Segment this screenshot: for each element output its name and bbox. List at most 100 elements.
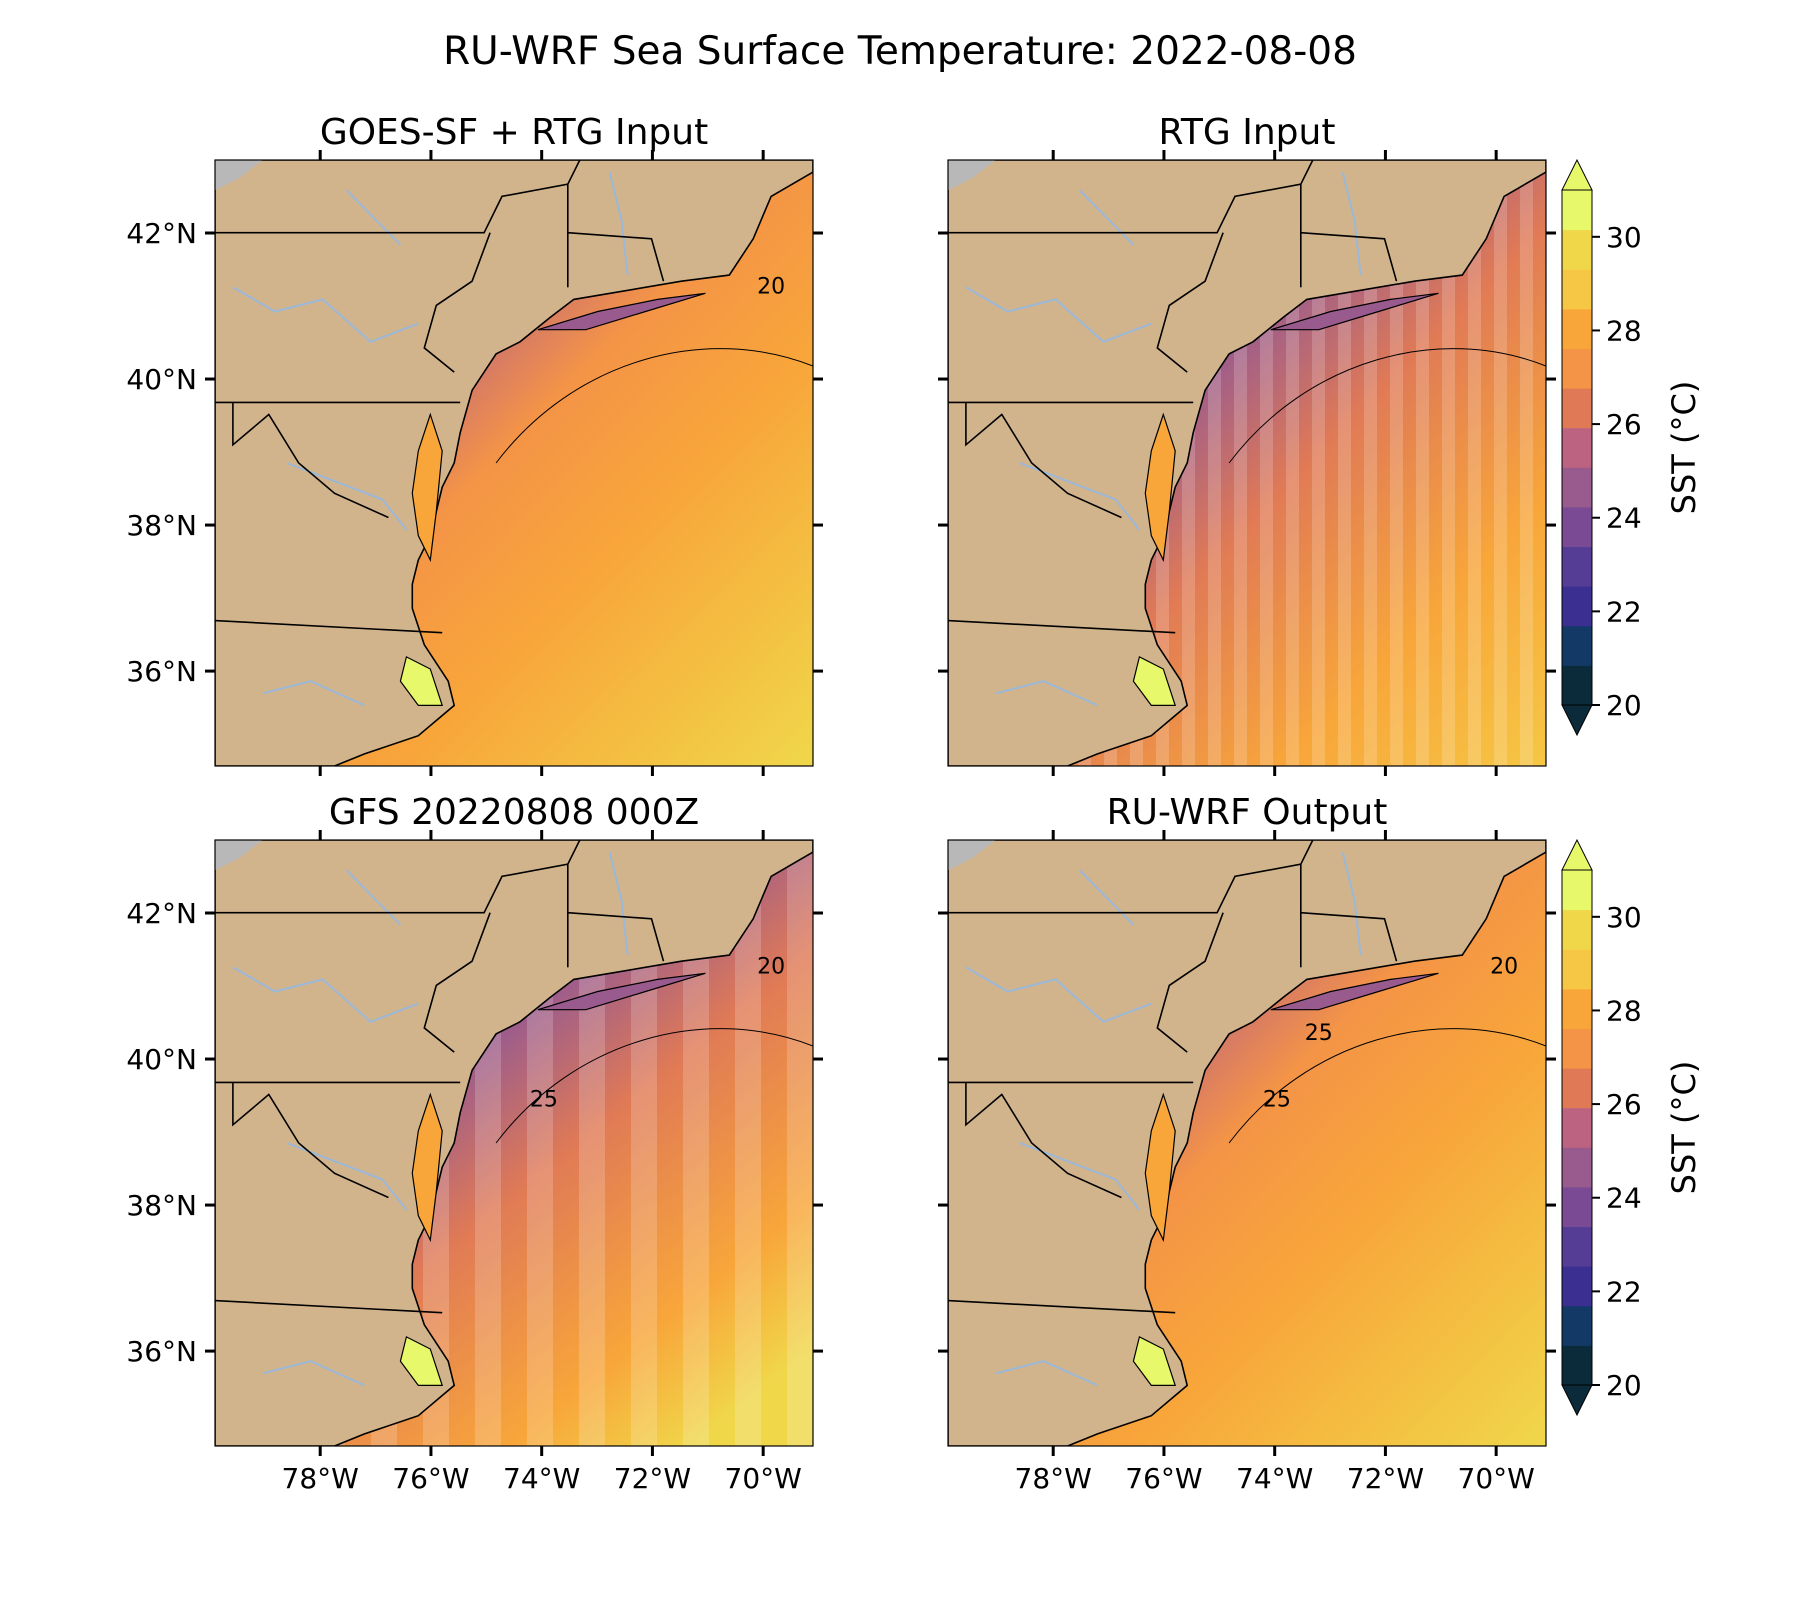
river-line <box>262 1360 365 1387</box>
lon-tick-label: 74°W <box>503 1462 580 1495</box>
panel-title: RU-WRF Output <box>1107 792 1388 833</box>
lon-tick-label: 74°W <box>1236 1462 1313 1495</box>
colorbar-segment <box>1562 506 1592 548</box>
panel-gfs: 20 25 GFS 20220808 000Z 42°N 40°N 38°N 36°N 78°… <box>126 792 823 1495</box>
lon-tick-label: 70°W <box>725 1462 802 1495</box>
chesapeake-bay <box>1144 412 1176 563</box>
long-island-sound <box>1270 972 1439 1011</box>
lon-tick-label: 76°W <box>392 1462 469 1495</box>
colorbars: 20 22 24 26 28 30 SST (°C) 20 22 24 26 28 30 SST (°C) <box>1561 158 1703 1417</box>
long-island-sound <box>1270 292 1439 331</box>
lon-tick-label: 72°W <box>614 1462 691 1495</box>
colorbar-segment <box>1562 388 1592 429</box>
colorbar-segment <box>1562 348 1592 389</box>
colorbar-segment <box>1562 269 1592 310</box>
river-line <box>232 286 419 343</box>
river-line <box>1341 851 1362 956</box>
colorbar-segment <box>1562 1147 1592 1188</box>
lon-tick-label: 70°W <box>1458 1462 1535 1495</box>
out-of-domain <box>215 840 263 871</box>
colorbar-tick-label: 26 <box>1606 408 1642 441</box>
panel-title: GFS 20220808 000Z <box>329 792 699 833</box>
river-line <box>608 851 629 956</box>
map-frame <box>947 839 1547 1447</box>
colorbar-segment <box>1562 1226 1592 1267</box>
lon-tick-label: 72°W <box>1347 1462 1424 1495</box>
colorbar-tick-label: 28 <box>1606 994 1642 1027</box>
colorbar-extend-min <box>1561 1384 1593 1417</box>
sst-contour-line <box>495 1028 813 1144</box>
state-border <box>215 619 443 634</box>
pamlico-sound <box>399 1336 444 1387</box>
colorbar-segment <box>1562 1107 1592 1148</box>
land-mass <box>215 840 813 1446</box>
river-line <box>262 680 365 707</box>
chesapeake-bay <box>1144 1092 1176 1243</box>
long-island-sound <box>537 972 706 1011</box>
lat-tick-label: 40°N <box>126 363 197 396</box>
state-border <box>1156 912 1224 1053</box>
out-of-domain <box>948 840 996 871</box>
state-border <box>948 160 1314 234</box>
river-line <box>995 680 1098 707</box>
pamlico-sound <box>399 656 444 707</box>
pamlico-sound <box>1132 1336 1177 1387</box>
state-border <box>423 232 491 373</box>
state-border <box>232 402 389 519</box>
figure-title: RU-WRF Sea Surface Temperature: 2022-08-… <box>443 29 1357 74</box>
land-mass <box>948 840 1546 1446</box>
map-frame <box>947 159 1547 767</box>
sst-contour-line <box>1228 348 1546 464</box>
long-island-sound <box>537 292 706 331</box>
colorbar-segment <box>1562 625 1592 666</box>
colorbar-segment <box>1562 1186 1592 1228</box>
colorbar-tick-label: 20 <box>1606 689 1642 722</box>
colorbar-tick-label: 24 <box>1606 502 1642 535</box>
lat-tick-label: 40°N <box>126 1043 197 1076</box>
river-line <box>608 171 629 276</box>
colorbar-segment <box>1562 1345 1592 1386</box>
river-line <box>995 1360 1098 1387</box>
colorbar-outline <box>1561 869 1593 1386</box>
land-mass <box>948 160 1546 766</box>
panel-ruwrf: 20 25 25 RU-WRF Output 78°W 76°W 74°W 72°W 70°W <box>938 792 1556 1495</box>
colorbar-segment <box>1562 949 1592 990</box>
map-panels: 20 GOES-SF + RTG Input 42°N 40°N 38°N 36°N RTG… <box>126 112 1556 1495</box>
colorbar-segment <box>1562 427 1592 468</box>
colorbar-segment <box>1562 190 1592 231</box>
state-border <box>567 231 665 282</box>
colorbar-extend-max <box>1561 158 1593 191</box>
colorbar-segment <box>1562 909 1592 950</box>
colorbar-segment <box>1562 665 1592 706</box>
chesapeake-bay <box>411 412 443 563</box>
colorbar-label: SST (°C) <box>1665 1061 1703 1195</box>
sst-contour-line <box>495 348 813 464</box>
colorbar-segment <box>1562 1028 1592 1069</box>
lat-tick-label: 38°N <box>126 1189 197 1222</box>
colorbar-tick-label: 30 <box>1606 901 1642 934</box>
panel-title: GOES-SF + RTG Input <box>320 112 708 153</box>
lat-tick-label: 36°N <box>126 1335 197 1368</box>
contour-label: 25 <box>1263 1088 1291 1113</box>
river-line <box>1341 171 1362 276</box>
panel-goes: 20 GOES-SF + RTG Input 42°N 40°N 38°N 36°N <box>126 112 823 776</box>
lat-tick-label: 36°N <box>126 655 197 688</box>
chesapeake-bay <box>411 1092 443 1243</box>
lat-tick-label: 42°N <box>126 897 197 930</box>
colorbar-tick-label: 24 <box>1606 1182 1642 1215</box>
colorbar-segment <box>1562 586 1592 627</box>
colorbar-extend-max <box>1561 838 1593 871</box>
contour-label: 20 <box>1490 954 1518 979</box>
state-border <box>965 402 1122 519</box>
colorbar-segment <box>1562 467 1592 508</box>
colorbar-tick-label: 28 <box>1606 314 1642 347</box>
state-border <box>423 912 491 1053</box>
river-line <box>232 966 419 1023</box>
colorbar-segment <box>1562 1068 1592 1109</box>
river-line <box>965 966 1152 1023</box>
river-line <box>345 189 402 246</box>
state-border <box>965 1082 1122 1199</box>
panel-title: RTG Input <box>1159 112 1336 153</box>
out-of-domain <box>215 160 263 191</box>
state-border <box>1300 911 1398 962</box>
